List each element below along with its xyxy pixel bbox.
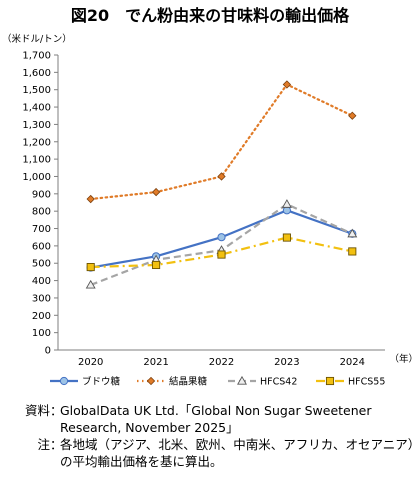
data-point bbox=[281, 199, 292, 208]
y-tick-label: 1,600 bbox=[22, 68, 51, 79]
y-unit-label: （米ドル/トン） bbox=[2, 33, 72, 45]
x-tick-label: 2023 bbox=[274, 357, 299, 368]
series-line-2 bbox=[90, 202, 353, 286]
x-tick-label: 2022 bbox=[209, 357, 234, 368]
series-3 bbox=[86, 233, 357, 272]
x-tick-label: 2020 bbox=[78, 357, 103, 368]
data-point bbox=[86, 263, 95, 272]
data-point bbox=[282, 233, 291, 242]
data-point bbox=[217, 172, 226, 181]
y-tick-label: 1,100 bbox=[22, 155, 51, 166]
series-line-1 bbox=[89, 83, 354, 201]
data-point bbox=[348, 247, 357, 256]
y-tick-label: 1,500 bbox=[22, 85, 51, 96]
y-tick-label: 1,200 bbox=[22, 137, 51, 148]
y-tick-label: 600 bbox=[32, 241, 51, 252]
y-tick-label: 200 bbox=[32, 311, 51, 322]
y-tick-label: 400 bbox=[32, 276, 51, 287]
source-colon: ： bbox=[50, 403, 63, 418]
legend-entry-1: 結晶果糖 bbox=[137, 376, 208, 388]
legend-label-3: HFCS55 bbox=[348, 377, 385, 388]
data-point bbox=[282, 80, 292, 89]
data-point bbox=[85, 279, 96, 289]
legend-marker-3 bbox=[325, 376, 335, 386]
y-tick-label: 1,400 bbox=[22, 103, 51, 114]
y-tick-label: 1,700 bbox=[22, 51, 51, 62]
y-tick-label: 300 bbox=[32, 293, 51, 304]
y-tick-label: 1,300 bbox=[22, 120, 51, 131]
chart-title: 図20 でん粉由来の甘味料の輸出価格 bbox=[71, 6, 350, 25]
series-1 bbox=[86, 80, 357, 204]
series-layer bbox=[85, 80, 358, 289]
series-2 bbox=[85, 199, 358, 289]
legend-entry-3: HFCS55 bbox=[316, 377, 385, 388]
y-tick-label: 0 bbox=[45, 346, 51, 357]
line-chart: 図20 でん粉由来の甘味料の輸出価格 （米ドル/トン） （年） 0 100 200 3… bbox=[2, 6, 418, 388]
y-tick-label: 1,000 bbox=[22, 172, 51, 183]
data-point bbox=[348, 111, 357, 120]
footnote-label: 注 bbox=[37, 437, 50, 452]
data-point bbox=[347, 228, 358, 238]
x-unit-label: （年） bbox=[389, 353, 418, 365]
legend-marker-2 bbox=[237, 375, 247, 385]
series-line-3 bbox=[90, 236, 353, 269]
y-tick-label: 100 bbox=[32, 328, 51, 339]
axes: 0 100 200 300 400 500 600 700 800 900 1,000 1,100 1,… bbox=[22, 51, 385, 368]
source-text: GlobalData UK Ltd.「Global Non Sugar Swee… bbox=[60, 403, 372, 435]
legend-marker-1 bbox=[146, 376, 156, 386]
footnote: 注 ： 各地域（アジア、北米、欧州、中南米、アフリカ、オセアニア）の平均輸出価格… bbox=[4, 436, 418, 470]
footnote-colon: ： bbox=[50, 437, 63, 452]
x-tick-label: 2021 bbox=[143, 357, 168, 368]
legend-label-0: ブドウ糖 bbox=[82, 376, 121, 388]
data-point bbox=[152, 260, 161, 270]
legend: ブドウ糖 結晶果糖 HFCS42 HFCS55 bbox=[50, 376, 385, 388]
y-tick-label: 700 bbox=[32, 224, 51, 235]
data-point bbox=[151, 187, 161, 197]
footnote-text: 各地域（アジア、北米、欧州、中南米、アフリカ、オセアニア）の平均輸出価格を基に算… bbox=[60, 437, 415, 469]
legend-entry-2: HFCS42 bbox=[228, 375, 297, 388]
source-label: 資料 bbox=[24, 403, 50, 418]
notes: 資料 ： GlobalData UK Ltd.「Global Non Sugar… bbox=[4, 402, 418, 470]
y-tick-label: 500 bbox=[32, 259, 51, 270]
x-tick-label: 2024 bbox=[340, 357, 365, 368]
y-tick-label: 900 bbox=[32, 189, 51, 200]
legend-entry-0: ブドウ糖 bbox=[50, 376, 121, 388]
data-point bbox=[217, 250, 226, 259]
data-point bbox=[86, 194, 95, 204]
legend-marker-0 bbox=[59, 376, 69, 386]
y-tick-label: 800 bbox=[32, 207, 51, 218]
legend-label-1: 結晶果糖 bbox=[169, 376, 208, 388]
data-point bbox=[217, 233, 226, 242]
legend-label-2: HFCS42 bbox=[260, 377, 297, 388]
source-note: 資料 ： GlobalData UK Ltd.「Global Non Sugar… bbox=[4, 402, 418, 436]
